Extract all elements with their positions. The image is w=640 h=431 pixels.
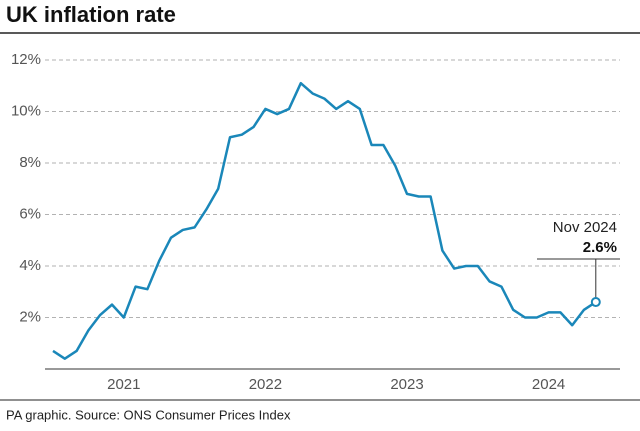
chart-title: UK inflation rate — [6, 2, 176, 27]
y-tick-label: 6% — [19, 205, 41, 222]
x-tick-label: 2021 — [107, 376, 140, 393]
x-tick-label: 2024 — [532, 376, 565, 393]
y-tick-label: 2% — [19, 308, 41, 325]
line — [52, 81, 597, 360]
value-label: 2.6% — [583, 239, 617, 256]
y-tick-label: 12% — [11, 51, 41, 68]
x-tick-label: 2022 — [249, 376, 282, 393]
y-tick-label: 10% — [11, 102, 41, 119]
end-marker — [590, 297, 601, 308]
annotation: Nov 2024 — [553, 219, 617, 236]
y-tick-label: 4% — [19, 257, 41, 274]
y-tick-label: 8% — [19, 154, 41, 171]
x-tick-label: 2023 — [390, 376, 423, 393]
source: PA graphic. Source: ONS Consumer Prices … — [6, 407, 291, 422]
